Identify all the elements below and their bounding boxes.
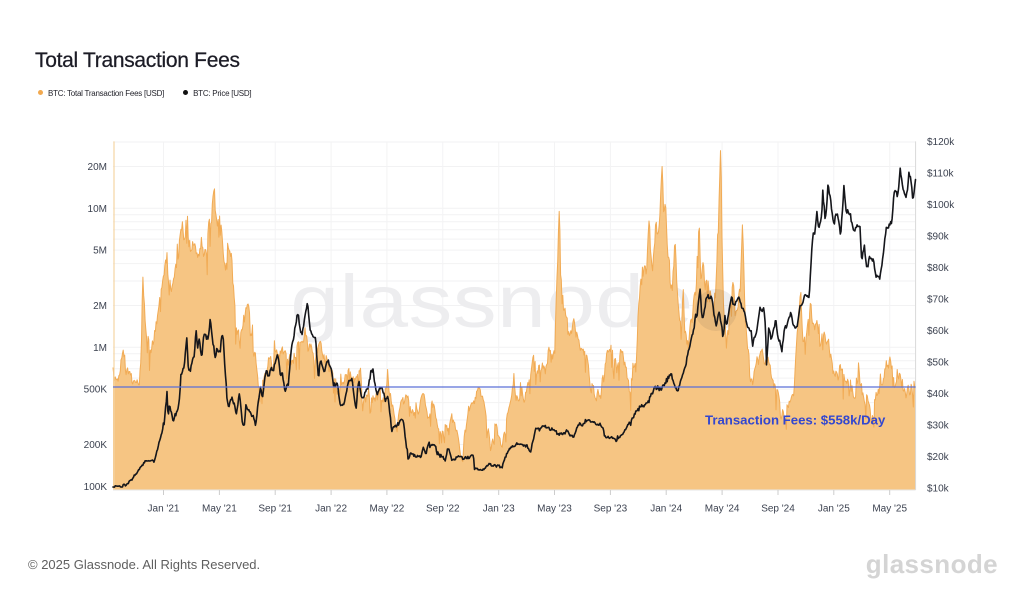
svg-text:Jan '23: Jan '23: [483, 504, 515, 515]
svg-text:Jan '24: Jan '24: [650, 504, 682, 515]
svg-text:Sep '22: Sep '22: [426, 504, 460, 515]
svg-text:Sep '23: Sep '23: [594, 504, 628, 515]
svg-text:5M: 5M: [93, 246, 107, 257]
svg-text:May '24: May '24: [705, 504, 740, 515]
svg-text:$110k: $110k: [927, 168, 955, 179]
svg-text:$10k: $10k: [927, 484, 950, 495]
svg-text:Sep '21: Sep '21: [258, 504, 292, 515]
svg-text:$70k: $70k: [927, 295, 950, 306]
svg-text:$100k: $100k: [927, 200, 955, 211]
svg-text:1M: 1M: [93, 343, 107, 354]
svg-text:$120k: $120k: [927, 137, 955, 148]
svg-text:May '23: May '23: [537, 504, 572, 515]
svg-text:100K: 100K: [84, 482, 108, 493]
svg-text:Sep '24: Sep '24: [761, 504, 795, 515]
svg-text:May '21: May '21: [202, 504, 237, 515]
svg-text:$80k: $80k: [927, 263, 950, 274]
svg-text:$30k: $30k: [927, 421, 950, 432]
svg-text:Jan '25: Jan '25: [818, 504, 850, 515]
svg-text:May '25: May '25: [872, 504, 907, 515]
svg-text:Transaction Fees: $558k/Day: Transaction Fees: $558k/Day: [705, 413, 886, 428]
svg-text:$40k: $40k: [927, 389, 950, 400]
svg-text:200K: 200K: [84, 440, 108, 451]
svg-text:$20k: $20k: [927, 452, 950, 463]
svg-text:2M: 2M: [93, 301, 107, 312]
svg-text:$50k: $50k: [927, 358, 950, 369]
svg-text:May '22: May '22: [370, 504, 405, 515]
svg-text:$90k: $90k: [927, 231, 950, 242]
svg-text:10M: 10M: [88, 204, 107, 215]
svg-text:20M: 20M: [88, 162, 107, 173]
svg-text:glassnode: glassnode: [290, 261, 693, 343]
svg-text:Jan '21: Jan '21: [148, 504, 180, 515]
svg-text:$60k: $60k: [927, 326, 950, 337]
svg-text:Jan '22: Jan '22: [315, 504, 347, 515]
svg-text:500K: 500K: [84, 385, 108, 396]
